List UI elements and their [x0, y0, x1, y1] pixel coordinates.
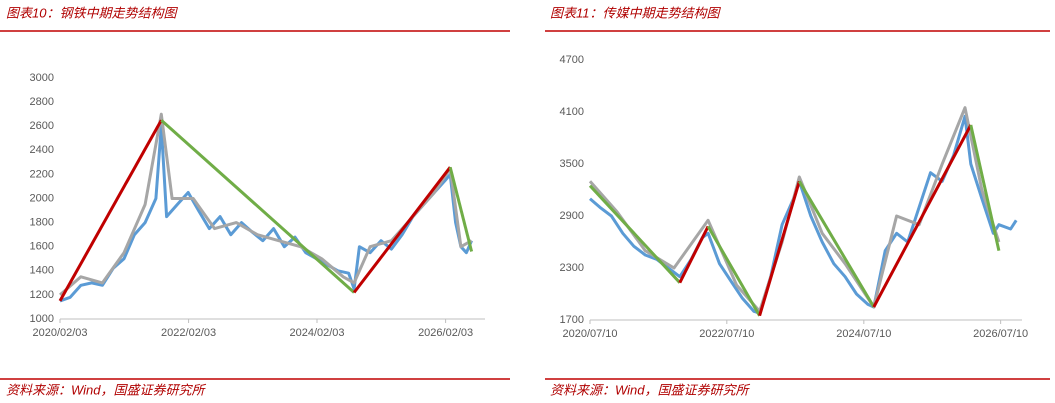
y-tick-label: 1400 [30, 265, 54, 277]
x-tick-label: 2024/02/03 [289, 327, 344, 339]
y-tick-label: 2800 [30, 96, 54, 108]
series-line [758, 180, 801, 317]
series-line [706, 225, 761, 317]
y-tick-label: 4700 [560, 54, 584, 66]
y-tick-label: 1200 [30, 289, 54, 301]
series-line [160, 119, 356, 294]
series-line [798, 180, 876, 308]
y-tick-label: 2300 [560, 262, 584, 274]
series-line [58, 119, 163, 302]
x-tick-label: 2020/07/10 [562, 328, 617, 340]
y-tick-label: 4100 [560, 106, 584, 118]
series-line [969, 124, 1001, 252]
x-tick-label: 2026/02/03 [418, 327, 473, 339]
series-line [678, 225, 710, 284]
series-line [352, 166, 452, 294]
x-tick-label: 2024/07/10 [836, 328, 891, 340]
y-tick-label: 1700 [560, 314, 584, 326]
y-tick-label: 2600 [30, 120, 54, 132]
source: 资料来源：Wind，国盛证券研究所 [6, 382, 207, 397]
y-tick-label: 2400 [30, 144, 54, 156]
y-tick-label: 1600 [30, 241, 54, 253]
series-line [589, 114, 1018, 315]
chart-title: 图表10：钢铁中期走势结构图 [6, 5, 178, 20]
y-tick-label: 1000 [30, 313, 54, 325]
series-line [588, 184, 681, 284]
series-line [59, 112, 473, 297]
x-tick-label: 2022/02/03 [161, 327, 216, 339]
chart-title: 图表11：传媒中期走势结构图 [550, 5, 721, 20]
y-tick-label: 2900 [560, 210, 584, 222]
series-line [588, 106, 1001, 313]
y-tick-label: 1800 [30, 217, 54, 229]
y-tick-label: 3000 [30, 72, 54, 84]
y-tick-label: 2200 [30, 168, 54, 180]
series-line [448, 166, 474, 252]
source: 资料来源：Wind，国盛证券研究所 [550, 382, 751, 397]
x-tick-label: 2020/02/03 [32, 327, 87, 339]
x-tick-label: 2026/07/10 [973, 328, 1028, 340]
y-tick-label: 3500 [560, 158, 584, 170]
x-tick-label: 2022/07/10 [699, 328, 754, 340]
y-tick-label: 2000 [30, 192, 54, 204]
series-line [872, 124, 973, 308]
